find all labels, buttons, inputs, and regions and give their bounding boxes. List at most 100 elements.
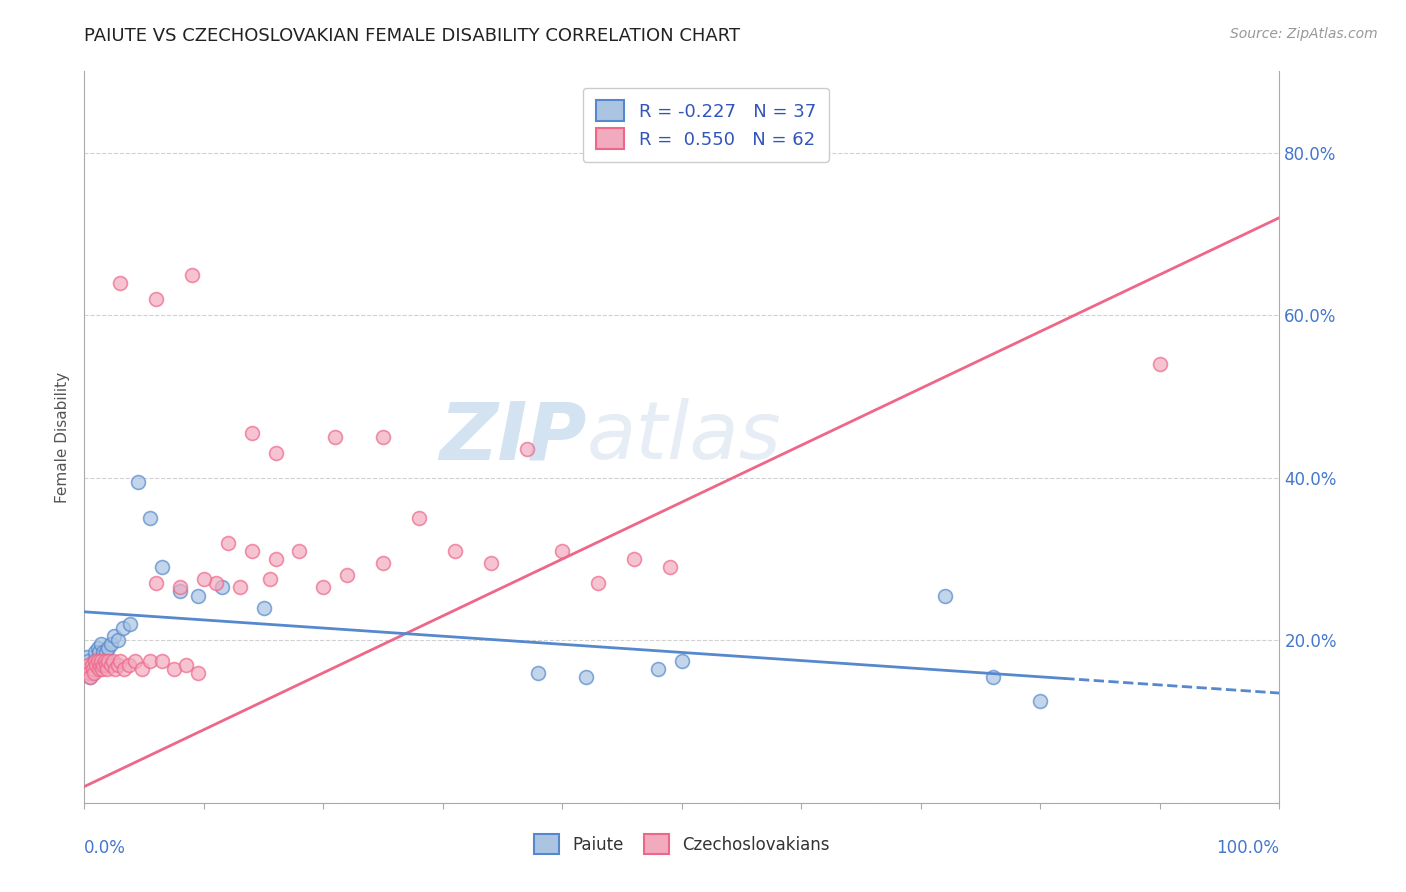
Point xyxy=(104,662,127,676)
Point xyxy=(91,662,114,676)
Point xyxy=(174,657,197,672)
Point xyxy=(103,629,125,643)
Point xyxy=(107,657,129,672)
Point xyxy=(91,649,114,664)
Point xyxy=(131,662,153,676)
Point xyxy=(86,657,108,672)
Point xyxy=(77,657,100,672)
Point xyxy=(107,633,129,648)
Point xyxy=(93,657,115,672)
Point xyxy=(83,665,105,680)
Point xyxy=(187,665,209,680)
Point xyxy=(94,657,117,672)
Point xyxy=(89,654,111,668)
Point xyxy=(588,576,610,591)
Point xyxy=(87,662,110,676)
Point xyxy=(124,654,146,668)
Point xyxy=(288,544,311,558)
Point xyxy=(80,657,103,672)
Point xyxy=(139,654,162,668)
Point xyxy=(981,670,1004,684)
Point xyxy=(575,670,598,684)
Point xyxy=(325,430,347,444)
Text: 0.0%: 0.0% xyxy=(84,839,127,857)
Point xyxy=(76,649,98,664)
Point xyxy=(112,662,135,676)
Point xyxy=(527,665,550,680)
Point xyxy=(1149,357,1171,371)
Point xyxy=(163,662,186,676)
Text: ZIP: ZIP xyxy=(439,398,586,476)
Point xyxy=(89,657,111,672)
Y-axis label: Female Disability: Female Disability xyxy=(55,371,70,503)
Point xyxy=(145,576,167,591)
Point xyxy=(264,446,287,460)
Point xyxy=(479,556,502,570)
Point xyxy=(96,662,118,676)
Point xyxy=(93,645,115,659)
Point xyxy=(118,617,141,632)
Point xyxy=(211,581,233,595)
Point xyxy=(150,560,173,574)
Point xyxy=(77,662,100,676)
Point xyxy=(79,670,101,684)
Point xyxy=(100,657,122,672)
Point xyxy=(101,654,124,668)
Point xyxy=(647,662,669,676)
Point xyxy=(77,654,100,668)
Legend: Paiute, Czechoslovakians: Paiute, Czechoslovakians xyxy=(527,828,837,860)
Point xyxy=(80,657,103,672)
Point xyxy=(82,662,104,676)
Point xyxy=(83,654,105,668)
Point xyxy=(90,637,112,651)
Point xyxy=(100,637,122,651)
Point xyxy=(127,475,149,489)
Point xyxy=(671,654,693,668)
Point xyxy=(93,654,115,668)
Point xyxy=(1029,694,1052,708)
Point xyxy=(312,581,335,595)
Point xyxy=(408,511,430,525)
Point xyxy=(111,621,134,635)
Point xyxy=(90,654,112,668)
Point xyxy=(217,535,239,549)
Point xyxy=(336,568,359,582)
Point xyxy=(86,641,108,656)
Point xyxy=(934,589,956,603)
Point xyxy=(86,654,108,668)
Text: PAIUTE VS CZECHOSLOVAKIAN FEMALE DISABILITY CORRELATION CHART: PAIUTE VS CZECHOSLOVAKIAN FEMALE DISABIL… xyxy=(84,27,741,45)
Point xyxy=(87,645,110,659)
Point xyxy=(84,645,107,659)
Point xyxy=(187,589,209,603)
Point xyxy=(253,600,276,615)
Text: atlas: atlas xyxy=(586,398,782,476)
Text: 100.0%: 100.0% xyxy=(1216,839,1279,857)
Point xyxy=(659,560,682,574)
Point xyxy=(97,654,120,668)
Point xyxy=(117,657,139,672)
Point xyxy=(110,654,132,668)
Point xyxy=(259,572,281,586)
Text: Source: ZipAtlas.com: Source: ZipAtlas.com xyxy=(1230,27,1378,41)
Point xyxy=(139,511,162,525)
Point xyxy=(110,276,132,290)
Point xyxy=(373,430,395,444)
Point xyxy=(169,581,191,595)
Point xyxy=(181,268,204,282)
Point xyxy=(97,641,120,656)
Point xyxy=(551,544,574,558)
Point xyxy=(229,581,252,595)
Point xyxy=(373,556,395,570)
Point xyxy=(145,292,167,306)
Point xyxy=(444,544,467,558)
Point xyxy=(94,645,117,659)
Point xyxy=(623,552,645,566)
Point xyxy=(86,654,108,668)
Point xyxy=(84,654,107,668)
Point xyxy=(264,552,287,566)
Point xyxy=(205,576,228,591)
Point xyxy=(169,584,191,599)
Point xyxy=(77,665,100,680)
Point xyxy=(193,572,215,586)
Point xyxy=(516,442,538,457)
